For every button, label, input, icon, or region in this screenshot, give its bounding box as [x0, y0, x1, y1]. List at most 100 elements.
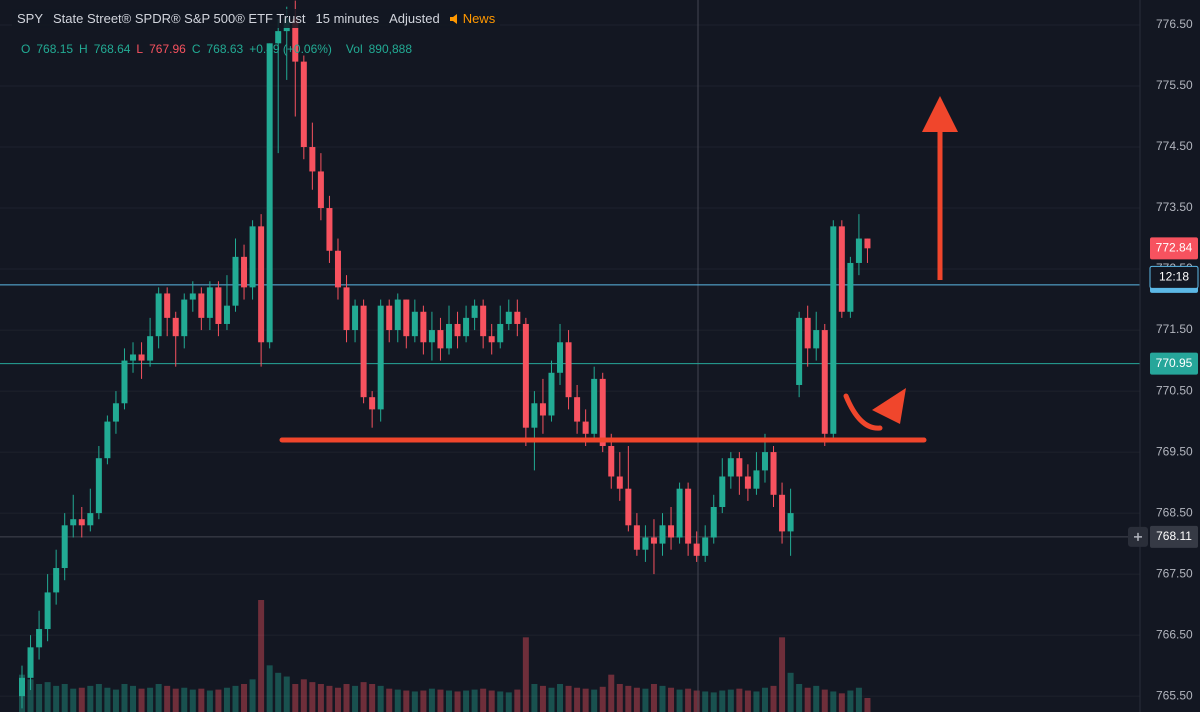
- volume-bar: [258, 600, 265, 712]
- volume-bar: [232, 685, 239, 712]
- candle-body: [394, 299, 401, 331]
- candle-body: [172, 317, 179, 337]
- volume-bar: [437, 689, 444, 712]
- volume-bar: [480, 688, 487, 712]
- candle-body: [744, 476, 751, 489]
- volume-bar: [164, 685, 171, 712]
- news[interactable]: News: [444, 9, 501, 28]
- candle-body: [411, 311, 418, 337]
- volume-bar: [821, 689, 828, 712]
- candle-body: [317, 171, 324, 209]
- volume-bar: [181, 687, 188, 712]
- y-tick-label: 765.50: [1156, 688, 1193, 702]
- candle-body: [693, 543, 700, 556]
- last-price-tag: [1150, 237, 1198, 260]
- volume-bar: [104, 687, 111, 712]
- volume-bar: [514, 689, 521, 712]
- volume-bar: [770, 685, 777, 712]
- bounce-arrow-curve: [843, 393, 883, 431]
- crosshair-tag: [1150, 525, 1198, 548]
- adjustment[interactable]: Adjusted: [384, 9, 445, 28]
- volume-bar: [241, 684, 248, 712]
- volume-bar: [650, 684, 657, 712]
- volume-bar: [249, 679, 256, 712]
- candle-body: [539, 403, 546, 416]
- volume-bar: [813, 685, 820, 712]
- volume-bar: [830, 691, 837, 712]
- volume-bar: [78, 687, 85, 712]
- volume-bar: [428, 688, 435, 712]
- candle-body: [787, 513, 794, 532]
- volume-bar: [505, 692, 512, 712]
- volume-bar: [386, 688, 393, 712]
- candle-body: [855, 238, 862, 263]
- up-arrow-head: [922, 96, 958, 132]
- volume-bar: [463, 690, 470, 712]
- candle-body: [813, 330, 820, 349]
- candle-body: [830, 226, 837, 434]
- volume-bar: [599, 686, 606, 712]
- volume-bar: [326, 685, 333, 712]
- candle-body: [326, 208, 333, 251]
- candle-body: [70, 519, 77, 526]
- candle-body: [565, 342, 572, 398]
- candle-body: [309, 147, 316, 172]
- candle-body: [87, 513, 94, 526]
- candle-body: [557, 342, 564, 373]
- volume-bar: [95, 684, 102, 712]
- news-label: News: [462, 11, 496, 26]
- volume-bar: [608, 674, 615, 712]
- candle-body: [334, 250, 341, 288]
- legend-change: +0.49 (+0.06%): [249, 42, 332, 56]
- candle-body: [241, 256, 248, 288]
- volume-bar: [172, 688, 179, 712]
- volume-bar: [121, 684, 128, 712]
- candle-body: [582, 421, 589, 434]
- candle-body: [599, 378, 606, 446]
- volume-bar: [591, 689, 598, 712]
- candle-body: [864, 238, 871, 249]
- volume-bar: [744, 690, 751, 712]
- symbol[interactable]: SPY: [12, 9, 49, 28]
- volume-bar: [676, 689, 683, 712]
- volume-bar: [702, 691, 709, 712]
- interval[interactable]: 15 minutes: [310, 9, 385, 28]
- candle-body: [514, 311, 521, 324]
- candle-body: [727, 458, 734, 477]
- legend-value: 768.64: [93, 42, 131, 56]
- volume-bar: [403, 690, 410, 712]
- candle-body: [266, 43, 273, 343]
- candle-body: [616, 476, 623, 489]
- candle-body: [437, 330, 444, 349]
- volume-bar: [796, 684, 803, 712]
- header: SPY State Street® SPDR® S&P 500® ETF Tru…: [12, 9, 501, 28]
- candle-body: [215, 287, 222, 324]
- volume-bar: [497, 691, 504, 712]
- y-tick-label: 768.50: [1156, 505, 1193, 519]
- volume-bar: [787, 672, 794, 712]
- candle-body: [130, 354, 137, 361]
- volume-bar: [847, 690, 854, 712]
- candle-body: [36, 629, 43, 648]
- candle-body: [480, 305, 487, 337]
- candle-body: [471, 305, 478, 318]
- candle-body: [95, 458, 102, 514]
- volume-bar: [130, 685, 137, 712]
- candle-body: [369, 397, 376, 410]
- candle-body: [838, 226, 845, 312]
- candle-body: [685, 488, 692, 544]
- candle-body: [574, 397, 581, 422]
- volume-bar: [138, 688, 145, 712]
- legend-value: 768.15: [36, 42, 74, 56]
- volume-bar: [855, 687, 862, 712]
- volume-bar: [352, 685, 359, 712]
- candle-body: [223, 305, 230, 324]
- candle-body: [522, 323, 529, 428]
- legend-label: Vol: [345, 42, 363, 56]
- volume-bar: [411, 691, 418, 712]
- volume-bar: [343, 684, 350, 712]
- y-tick-label: 767.50: [1156, 566, 1193, 580]
- volume-bar: [539, 685, 546, 712]
- volume-bar: [215, 689, 222, 712]
